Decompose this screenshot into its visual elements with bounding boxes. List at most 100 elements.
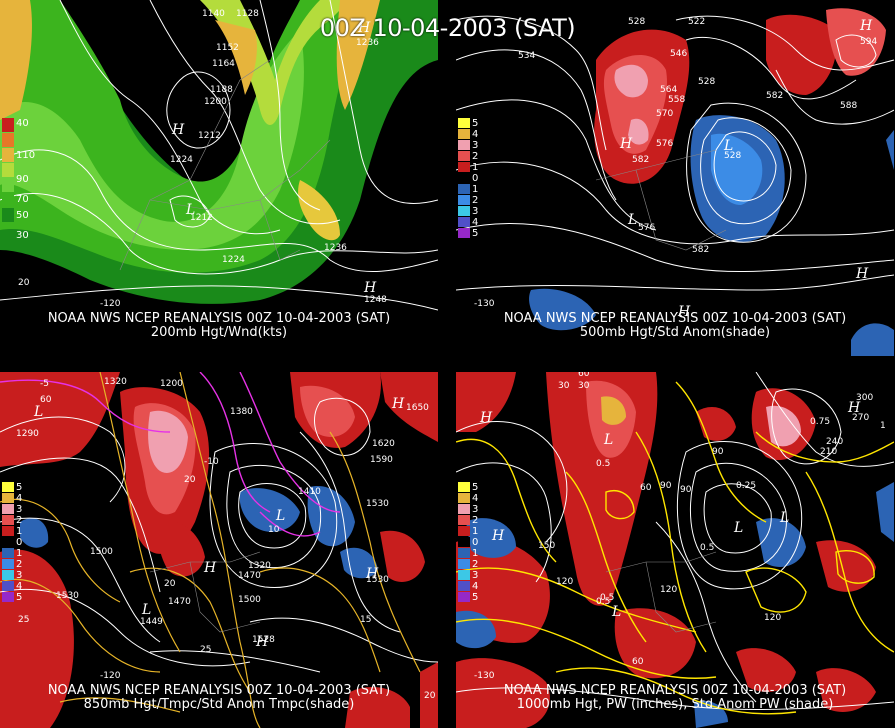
legend-swatch bbox=[458, 140, 470, 150]
contour-label-588: 588 bbox=[840, 101, 857, 111]
contour-label-528b: 528 bbox=[698, 77, 715, 87]
high-label: H bbox=[619, 136, 633, 152]
contour-label-1470b: 1470 bbox=[168, 597, 191, 607]
legend-swatch bbox=[2, 526, 14, 536]
low-label: L bbox=[603, 432, 613, 448]
map-850mb: 1320 1200 1290 1380 1650 1620 1590 1410 … bbox=[0, 372, 438, 728]
contour-label-1530b: 1530 bbox=[56, 591, 79, 601]
legend-label: 1 bbox=[16, 548, 23, 559]
contour-label-1500b: 1500 bbox=[238, 595, 261, 605]
contour-label-1212b: 1212 bbox=[190, 213, 213, 223]
legend-swatch bbox=[2, 570, 14, 580]
legend-swatch bbox=[458, 581, 470, 591]
legend-label: 5 bbox=[472, 482, 479, 493]
contour-label-576: 576 bbox=[656, 139, 673, 149]
legend-swatch bbox=[2, 482, 14, 492]
contour-label-558: 558 bbox=[668, 95, 685, 105]
contour-label-1410: 1410 bbox=[298, 487, 321, 497]
contour-label-534: 534 bbox=[518, 51, 535, 61]
legend-label: 5 bbox=[16, 482, 23, 493]
legend-swatch bbox=[458, 217, 470, 227]
high-label: H bbox=[171, 122, 185, 138]
panel-1000mb: 60 30 300 270 240 210 150 120 90 60 120 … bbox=[456, 372, 894, 728]
lon-label: -130 bbox=[474, 671, 495, 681]
legend-label: 3 bbox=[16, 504, 23, 515]
legend-swatch bbox=[2, 148, 14, 162]
legend-label: 2 bbox=[16, 559, 23, 570]
high-label: H bbox=[847, 400, 861, 416]
low-label: L bbox=[185, 202, 195, 218]
legend-swatch bbox=[458, 559, 470, 569]
legend-label: 1 bbox=[472, 184, 479, 195]
high-label: H bbox=[391, 396, 405, 412]
contour-label-1224: 1224 bbox=[170, 155, 193, 165]
low-label: L bbox=[723, 138, 733, 154]
contour-label-30: 30 bbox=[578, 381, 590, 391]
contour-label-564: 564 bbox=[660, 85, 677, 95]
contour-label-120: 120 bbox=[556, 577, 573, 587]
legend-swatch bbox=[458, 173, 470, 183]
contour-label-528c: 528 bbox=[724, 151, 741, 161]
legend-label: 1 bbox=[472, 548, 479, 559]
panel-200mb: 1140 1128 1152 1164 1188 1200 1212 1224 … bbox=[0, 0, 438, 356]
legend-swatch bbox=[458, 493, 470, 503]
legend-swatch bbox=[2, 559, 14, 569]
legend-label: 40 bbox=[16, 118, 29, 129]
contour-label-1650: 1650 bbox=[406, 403, 429, 413]
contour-label-1449: 1449 bbox=[140, 617, 163, 627]
legend-swatch bbox=[2, 592, 14, 602]
legend-swatch bbox=[2, 208, 14, 222]
lon-label: -120 bbox=[100, 299, 121, 309]
contour-label-60: 60 bbox=[578, 372, 590, 379]
contour-label-1224b: 1224 bbox=[222, 255, 245, 265]
contour-label-90: 90 bbox=[680, 485, 692, 495]
caption-line2: 500mb Hgt/Std Anom(shade) bbox=[579, 325, 771, 340]
legend-label: 4 bbox=[16, 581, 23, 592]
legend-label: 2 bbox=[472, 515, 479, 526]
high-label: H bbox=[203, 560, 217, 576]
temp-label: 20 bbox=[424, 691, 436, 701]
legend-swatch bbox=[458, 151, 470, 161]
pw-label: 0.5 bbox=[700, 543, 714, 553]
temp-label: 20 bbox=[164, 579, 176, 589]
contour-label-570: 570 bbox=[656, 109, 673, 119]
contour-label-1140: 1140 bbox=[202, 9, 225, 19]
contour-label-1620: 1620 bbox=[372, 439, 395, 449]
contour-label-210: 210 bbox=[820, 447, 837, 457]
temp-label: 20 bbox=[184, 475, 196, 485]
contour-label-120b: 120 bbox=[660, 585, 677, 595]
contour-label-1380: 1380 bbox=[230, 407, 253, 417]
high-label: H bbox=[255, 634, 269, 650]
contour-label-576b: 576 bbox=[638, 223, 655, 233]
contour-label-1530: 1530 bbox=[366, 499, 389, 509]
caption-line2: 200mb Hgt/Wnd(kts) bbox=[150, 325, 288, 340]
lat-label: 20 bbox=[18, 278, 30, 288]
legend-label: 4 bbox=[472, 217, 479, 228]
legend-swatch bbox=[458, 184, 470, 194]
caption-line2: 850mb Hgt/Tmpc/Std Anom Tmpc(shade) bbox=[83, 697, 355, 712]
high-label: H bbox=[855, 266, 869, 282]
pw-label: 0.75 bbox=[810, 417, 830, 427]
contour-label-1528: 1528 bbox=[252, 635, 275, 645]
pw-label: 0.25 bbox=[736, 481, 756, 491]
legend-label: 5 bbox=[472, 118, 479, 129]
legend-label: 3 bbox=[472, 140, 479, 151]
main-title: 00Z 10-04-2003 (SAT) bbox=[319, 14, 576, 42]
caption-line2: 1000mb Hgt, PW (inches), Std Anom PW (sh… bbox=[516, 697, 834, 712]
legend-label: 2 bbox=[472, 559, 479, 570]
legend-label: 5 bbox=[472, 592, 479, 603]
temp-label: -5 bbox=[40, 379, 49, 389]
lon-label: -120 bbox=[100, 671, 121, 681]
legend-label: 4 bbox=[472, 129, 479, 140]
contour-label-1212: 1212 bbox=[198, 131, 221, 141]
legend-swatch bbox=[458, 228, 470, 238]
legend-swatch bbox=[2, 133, 14, 147]
legend-swatch bbox=[2, 118, 14, 132]
low-label: L bbox=[733, 520, 743, 536]
pw-label: 0.5 bbox=[600, 593, 614, 603]
pw-label: 0.5 bbox=[596, 459, 610, 469]
legend-label: 2 bbox=[472, 195, 479, 206]
legend-label: 2 bbox=[472, 151, 479, 162]
contour-label-1152: 1152 bbox=[216, 43, 239, 53]
legend-label: 110 bbox=[16, 150, 36, 161]
